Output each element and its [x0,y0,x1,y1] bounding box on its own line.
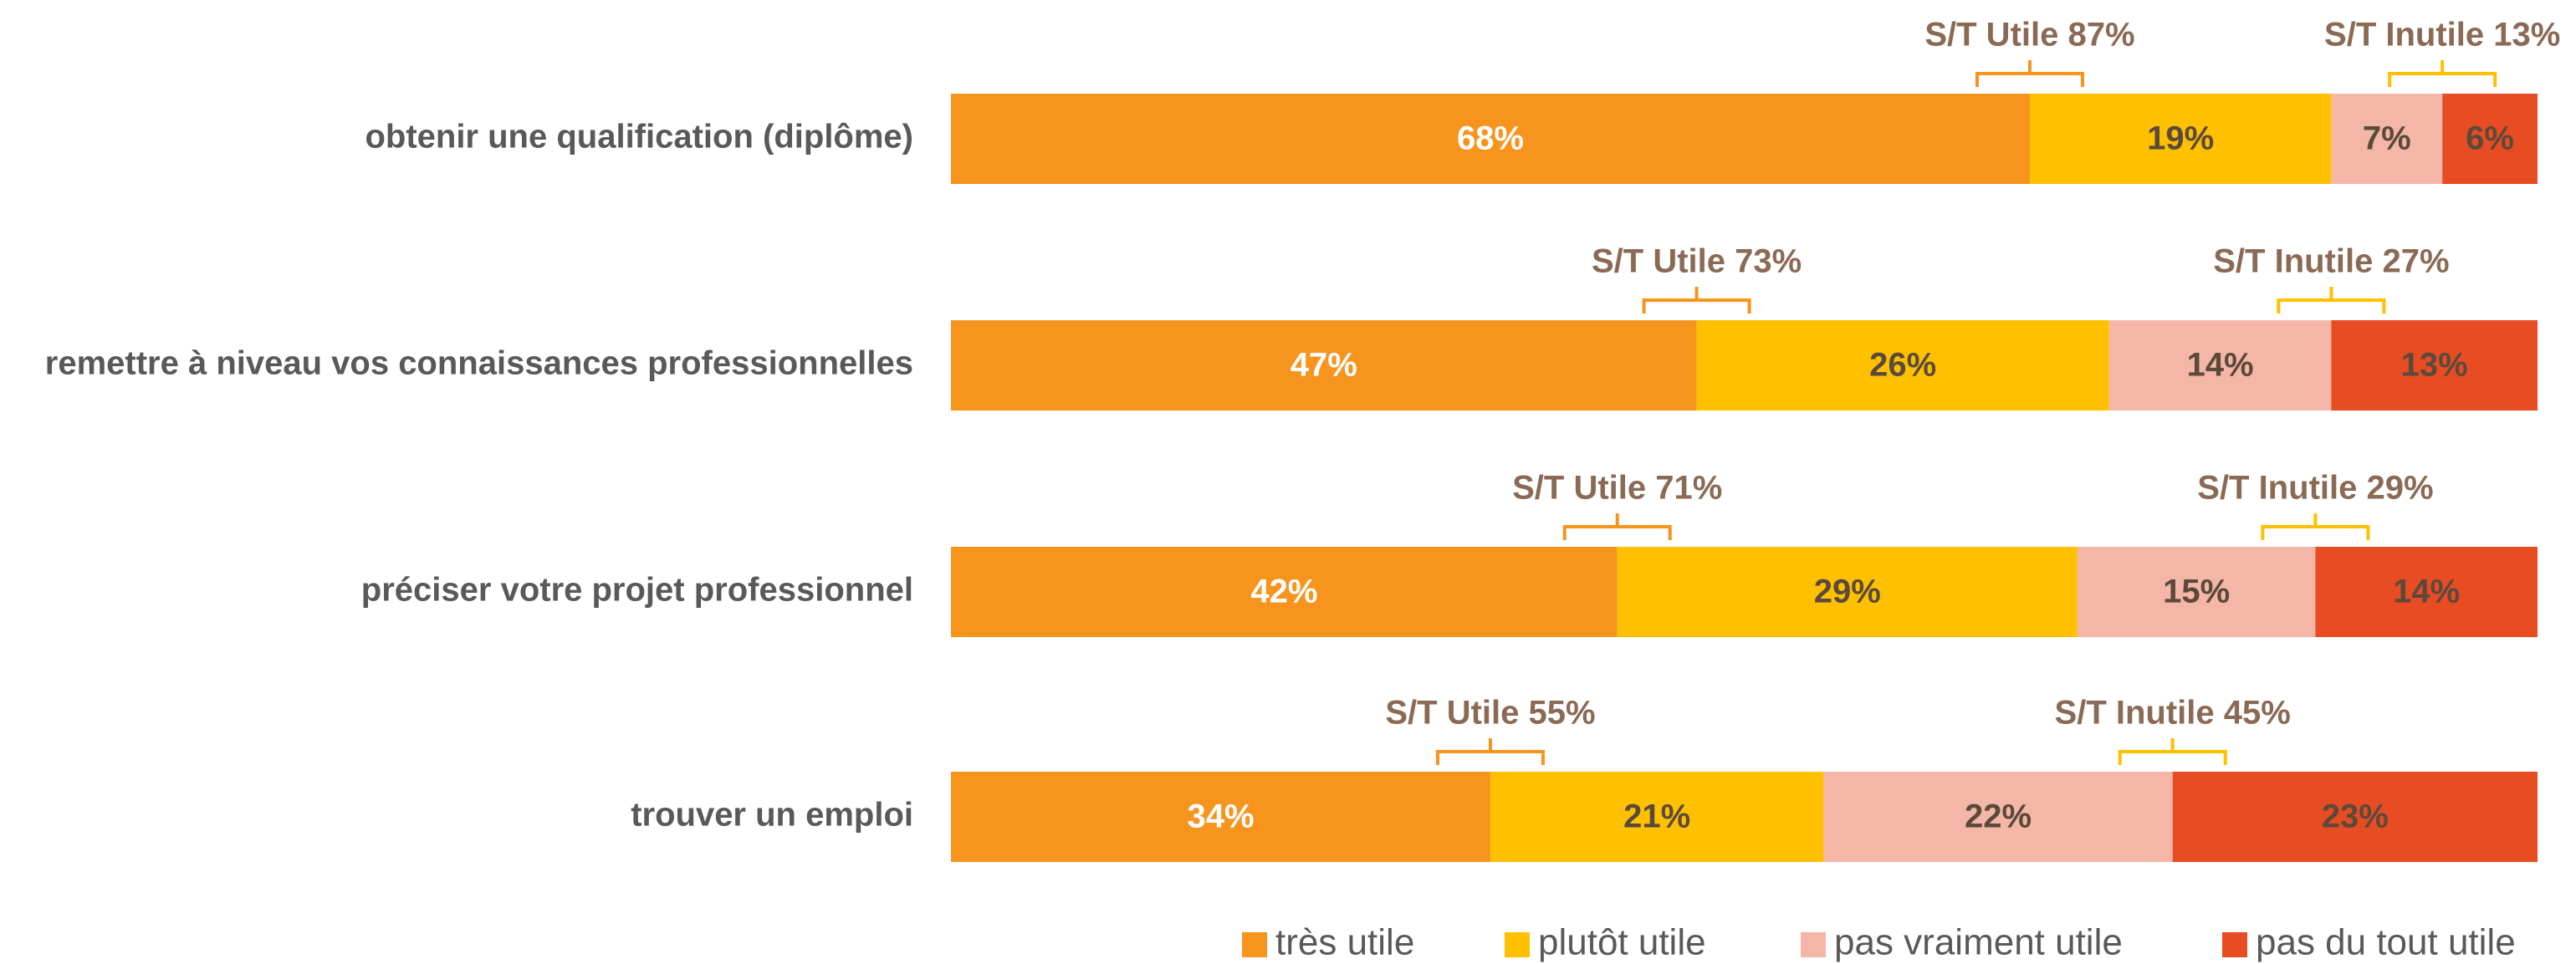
category-label: trouver un emploi [631,797,913,834]
bar-segment [1617,547,2078,637]
bar-segment [2108,320,2332,411]
value-label: 7% [2363,120,2411,157]
bracket [2277,287,2386,314]
bar-segment [2331,320,2538,411]
subtotal-label: S/T Utile 87% [1924,17,2134,54]
subtotal-label: S/T Inutile 27% [2213,243,2449,280]
value-label: 26% [1869,347,1936,384]
subtotal-label: S/T Utile 73% [1592,243,1802,280]
value-label: 22% [1965,798,2032,835]
value-label: 34% [1187,798,1254,835]
bracket [1562,513,1672,540]
value-label: 23% [2322,798,2389,835]
bar-segment [951,320,1697,411]
bracket [2118,738,2227,765]
bar-segment [2315,547,2538,637]
value-label: 6% [2466,120,2514,157]
legend-label: pas vraiment utile [1834,922,2123,963]
bracket [1642,287,1751,314]
bar-segment [1490,772,1824,862]
subtotal-label: S/T Utile 71% [1512,470,1722,507]
bar-segment [2331,94,2443,184]
value-label: 13% [2401,347,2468,384]
bar-segment [2029,94,2332,184]
bracket [1975,60,2084,87]
legend-label: pas du tout utile [2256,922,2516,963]
value-label: 29% [1814,574,1881,610]
bar-segment [951,94,2030,184]
subtotal-label: S/T Utile 55% [1385,695,1595,732]
value-label: 68% [1457,120,1524,157]
bar-segment [951,547,1618,637]
legend-swatch [2222,932,2247,957]
bar-segment [951,772,1490,862]
value-label: 14% [2187,347,2254,384]
category-label: obtenir une qualification (diplôme) [365,119,913,156]
value-label: 21% [1623,798,1690,835]
value-label: 47% [1291,347,1357,384]
legend-label: plutôt utile [1538,922,1706,963]
bracket [2388,60,2497,87]
bracket [2261,513,2370,540]
legend-swatch [1242,932,1267,957]
bar-segment [2077,547,2316,637]
subtotal-label: S/T Inutile 13% [2324,17,2560,54]
value-label: 15% [2163,574,2230,610]
bar-segment [2172,772,2538,862]
subtotal-label: S/T Inutile 45% [2055,695,2291,732]
legend-label: très utile [1275,922,1414,963]
bar-segment [2442,94,2538,184]
category-label: préciser votre projet professionnel [361,572,913,609]
subtotal-label: S/T Inutile 29% [2197,470,2433,507]
bar-segment [1823,772,2173,862]
value-label: 42% [1250,574,1317,610]
legend-swatch [1801,932,1826,957]
value-label: 14% [2393,574,2460,610]
category-label: remettre à niveau vos connaissances prof… [45,345,913,382]
legend-swatch [1505,932,1530,957]
bracket [1435,738,1545,765]
value-label: 19% [2147,120,2214,157]
bar-segment [1696,320,2109,411]
